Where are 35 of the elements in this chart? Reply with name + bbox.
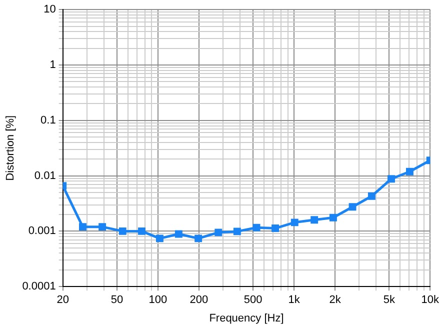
x-tick-label: 100	[148, 294, 168, 306]
x-tick-label: 2k	[329, 294, 342, 306]
point	[406, 168, 414, 176]
point	[348, 203, 356, 211]
point	[329, 214, 337, 222]
y-tick-label: 0.0001	[22, 280, 56, 293]
y-tick-label: 10	[44, 4, 56, 16]
point	[252, 224, 260, 232]
y-tick-label: 1	[50, 59, 56, 72]
x-tick-label: 5k	[383, 294, 396, 306]
x-tick-label: 200	[190, 294, 208, 306]
point	[290, 218, 298, 226]
point	[368, 192, 376, 200]
point	[214, 228, 222, 236]
point	[138, 227, 146, 235]
point	[79, 223, 86, 231]
point	[98, 223, 106, 231]
y-axis-title: Distortion [%]	[4, 115, 17, 181]
x-axis-title: Frequency [Hz]	[209, 312, 284, 324]
point	[272, 224, 280, 232]
point	[174, 230, 182, 238]
point	[310, 216, 318, 224]
point	[388, 175, 395, 183]
x-tick-label: 20	[56, 294, 69, 306]
x-tick-label: 10k	[421, 294, 440, 306]
point	[194, 234, 202, 242]
y-tick-label: 0.01	[34, 170, 56, 182]
y-tick-label: 0.001	[28, 225, 56, 238]
x-tick-label: 500	[244, 294, 262, 306]
x-tick-label: 50	[110, 294, 124, 306]
x-tick-label: 1k	[288, 294, 300, 306]
point	[233, 228, 241, 236]
point	[156, 234, 164, 242]
y-tick-label: 0.1	[40, 114, 56, 126]
point	[118, 227, 126, 235]
